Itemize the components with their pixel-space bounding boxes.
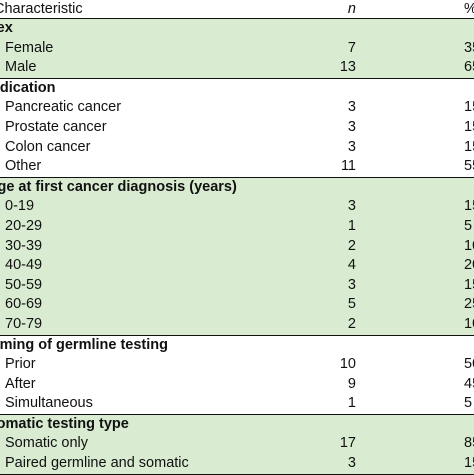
row-label: 50-59 (5, 276, 43, 293)
row-n: 10 (339, 356, 356, 373)
table-header: Characteristic n % (0, 0, 474, 19)
table-row: After 9 45 (0, 374, 474, 395)
row-pct: 85 (464, 435, 474, 452)
row-label: 60-69 (5, 296, 43, 313)
row-n: 3 (347, 118, 356, 135)
row-label: 40-49 (5, 257, 43, 274)
row-label: Prostate cancer (5, 118, 107, 135)
row-label: 20-29 (5, 217, 43, 234)
row-pct: 10 (464, 237, 474, 254)
row-pct: 15 (464, 118, 474, 135)
row-n: 3 (347, 99, 356, 116)
table-row: Colon cancer 3 15 (0, 137, 474, 158)
table-row: 60-69 5 25 (0, 295, 474, 315)
table-row: Pancreatic cancer 3 15 (0, 98, 474, 118)
header-pct: % (464, 0, 474, 18)
table-row: Paired germline and somatic 3 15 (0, 454, 474, 475)
row-n: 4 (347, 257, 356, 274)
row-label: 0-19 (5, 198, 35, 215)
row-pct: 5 (464, 395, 473, 412)
table-row: Simultaneous 1 5 (0, 394, 474, 414)
section-header-indication: Indication (0, 77, 474, 99)
table-row: Female 7 35 (0, 38, 474, 59)
row-pct: 50 (464, 356, 474, 373)
row-n: 2 (347, 237, 356, 254)
row-n: 3 (347, 138, 356, 155)
section-title: Timing of germline testing (0, 336, 168, 353)
row-label: Prior (5, 356, 36, 373)
row-pct: 25 (464, 296, 474, 313)
row-pct: 15 (464, 99, 474, 116)
row-n: 9 (347, 375, 356, 392)
row-n: 2 (347, 315, 356, 332)
row-pct: 65 (464, 59, 474, 76)
table-row: Prostate cancer 3 15 (0, 117, 474, 138)
row-n: 3 (347, 455, 356, 472)
section-header-sex: Sex (0, 19, 474, 39)
row-n: 5 (347, 296, 356, 313)
row-pct: 35 (464, 39, 474, 56)
table-row: 0-19 3 15 (0, 197, 474, 217)
row-pct: 15 (464, 455, 474, 472)
section-title: Indication (0, 79, 56, 96)
section-header-somatic: Somatic testing type (0, 413, 474, 435)
row-pct: 10 (464, 315, 474, 332)
row-pct: 15 (464, 276, 474, 293)
table-row: Other 11 55 (0, 157, 474, 177)
row-n: 3 (347, 198, 356, 215)
table-row: Male 13 65 (0, 58, 474, 78)
row-label: After (5, 375, 36, 392)
row-label: Somatic only (5, 435, 89, 452)
section-title: Sex (0, 20, 13, 36)
table-row: Somatic only 17 85 (0, 434, 474, 455)
header-n: n (347, 1, 356, 17)
row-n: 1 (347, 395, 356, 412)
row-n: 1 (347, 217, 356, 234)
row-label: 70-79 (5, 315, 43, 332)
section-header-timing: Timing of germline testing (0, 334, 474, 356)
row-n: 7 (347, 39, 356, 56)
table-row: 40-49 4 20 (0, 256, 474, 276)
section-header-age: Age at first cancer diagnosis (years) (0, 176, 474, 198)
row-label: Female (5, 39, 54, 56)
table-row: Prior 10 50 (0, 355, 474, 375)
row-pct: 15 (464, 198, 474, 215)
row-label: Pancreatic cancer (5, 99, 122, 116)
row-n: 17 (339, 435, 356, 452)
row-label: Male (5, 59, 37, 76)
table-row: 50-59 3 15 (0, 275, 474, 296)
row-pct: 20 (464, 257, 474, 274)
row-label: Paired germline and somatic (5, 455, 189, 472)
row-pct: 45 (464, 375, 474, 392)
row-label: Simultaneous (5, 395, 93, 412)
section-title: Somatic testing type (0, 415, 129, 432)
row-pct: 55 (464, 158, 474, 175)
row-pct: 15 (464, 138, 474, 155)
table-row: 30-39 2 10 (0, 236, 474, 257)
header-characteristic: Characteristic (0, 1, 83, 17)
table-row: 70-79 2 10 (0, 314, 474, 335)
row-n: 11 (340, 158, 356, 175)
table-row: 20-29 1 5 (0, 216, 474, 237)
row-n: 13 (339, 59, 356, 76)
row-pct: 5 (464, 217, 473, 234)
row-label: Other (5, 158, 42, 175)
row-n: 3 (347, 276, 356, 293)
row-label: 30-39 (5, 237, 43, 254)
row-label: Colon cancer (5, 138, 91, 155)
section-title: Age at first cancer diagnosis (years) (0, 178, 237, 195)
